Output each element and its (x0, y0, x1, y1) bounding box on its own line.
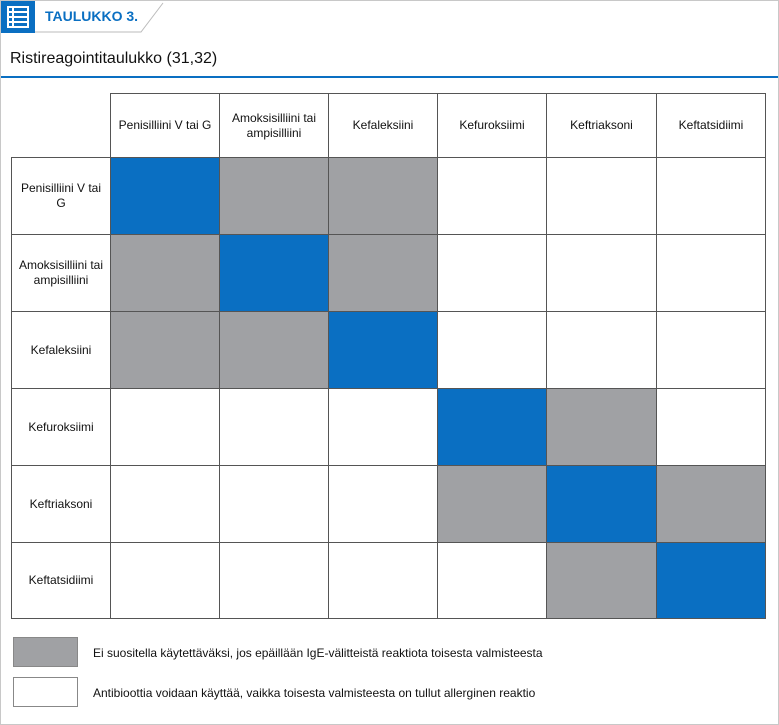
table-icon (1, 1, 35, 33)
table-cell (219, 542, 329, 619)
legend-swatch (13, 637, 78, 667)
table-cell (656, 311, 766, 389)
row-header: Kefuroksiimi (11, 388, 111, 466)
table-cell (219, 157, 329, 235)
table-cell (110, 234, 220, 312)
column-header: Kefuroksiimi (437, 93, 547, 158)
table-cell (546, 542, 657, 619)
table-cell (546, 388, 657, 466)
table-cell (546, 234, 657, 312)
table-cell (437, 311, 547, 389)
table-cell (219, 388, 329, 466)
table-cell (328, 465, 438, 543)
table-cell (110, 542, 220, 619)
table-cell (437, 234, 547, 312)
legend-swatch (13, 677, 78, 707)
table-cell (110, 465, 220, 543)
table-cell (328, 157, 438, 235)
column-header: Penisilliini V tai G (110, 93, 220, 158)
table-cell (546, 311, 657, 389)
table-cell (437, 465, 547, 543)
table-cell (328, 388, 438, 466)
table-cell (546, 157, 657, 235)
column-header: Kefaleksiini (328, 93, 438, 158)
icon-graphic (7, 6, 29, 28)
table-cell (328, 311, 438, 389)
table-cell (437, 388, 547, 466)
table-cell (656, 542, 766, 619)
column-header: Keftriaksoni (546, 93, 657, 158)
row-header: Amoksisilliini tai ampisilliini (11, 234, 111, 312)
table-cell (328, 542, 438, 619)
table-label: TAULUKKO 3. (45, 8, 139, 24)
column-header: Amoksisilliini tai ampisilliini (219, 93, 329, 158)
table-cell (219, 465, 329, 543)
table-cell (656, 157, 766, 235)
table-cell (656, 234, 766, 312)
table-cell (656, 465, 766, 543)
title-rule (1, 76, 778, 78)
table-cell (437, 542, 547, 619)
table-cell (219, 234, 329, 312)
tab-line (35, 2, 164, 33)
table-cell (110, 311, 220, 389)
table-cell (437, 157, 547, 235)
legend-text: Ei suositella käytettäväksi, jos epäillä… (93, 646, 543, 660)
column-header: Keftatsidiimi (656, 93, 766, 158)
table-cell (656, 388, 766, 466)
title: Ristireagointitaulukko (31,32) (10, 50, 218, 67)
legend-text: Antibioottia voidaan käyttää, vaikka toi… (93, 686, 536, 700)
table-cell (110, 388, 220, 466)
row-header: Keftriaksoni (11, 465, 111, 543)
table-cell (546, 465, 657, 543)
row-header: Penisilliini V tai G (11, 157, 111, 235)
table-cell (219, 311, 329, 389)
table-cell (110, 157, 220, 235)
table-cell (328, 234, 438, 312)
row-header: Keftatsidiimi (11, 542, 111, 619)
row-header: Kefaleksiini (11, 311, 111, 389)
